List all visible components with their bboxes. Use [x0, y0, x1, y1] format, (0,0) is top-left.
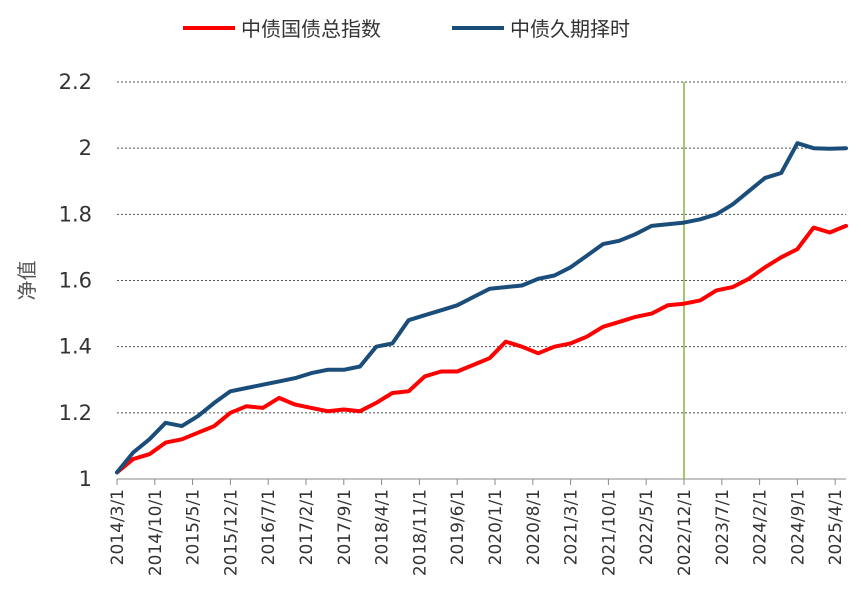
y-tick-label: 2	[79, 136, 92, 160]
y-tick-label: 2.2	[59, 70, 92, 94]
x-tick-label: 2015/5/1	[184, 489, 204, 565]
x-tick-label: 2022/12/1	[675, 489, 695, 576]
x-tick-label: 2024/9/1	[788, 489, 808, 565]
series-line-1	[115, 223, 848, 475]
y-tick-label: 1.6	[59, 269, 92, 293]
y-axis-label: 净值	[15, 261, 39, 301]
series-line-2	[115, 141, 848, 475]
x-tick-label: 2015/12/1	[221, 489, 241, 576]
x-tick-label: 2022/5/1	[637, 489, 657, 565]
x-tick-label: 2014/10/1	[146, 489, 166, 576]
x-tick-label: 2025/4/1	[826, 489, 846, 565]
x-tick-label: 2017/9/1	[335, 489, 355, 565]
x-tick-label: 2016/7/1	[259, 489, 279, 565]
x-tick-label: 2020/8/1	[524, 489, 544, 565]
y-tick-label: 1	[79, 467, 92, 491]
x-tick-label: 2020/1/1	[486, 489, 506, 565]
x-tick-label: 2018/11/1	[410, 489, 430, 576]
x-tick-label: 2024/2/1	[751, 489, 771, 565]
legend-label-2: 中债久期择时	[510, 17, 630, 41]
x-tick-label: 2023/7/1	[713, 489, 733, 565]
x-tick-label: 2019/6/1	[448, 489, 468, 565]
x-tick-label: 2017/2/1	[297, 489, 317, 565]
y-tick-label: 1.4	[59, 335, 92, 359]
x-tick-label: 2014/3/1	[108, 489, 128, 565]
x-tick-label: 2018/4/1	[373, 489, 393, 565]
x-tick-label: 2021/10/1	[599, 489, 619, 576]
y-tick-label: 1.8	[59, 202, 92, 226]
x-tick-label: 2021/3/1	[562, 489, 582, 565]
legend-label-1: 中债国债总指数	[241, 17, 381, 41]
y-tick-label: 1.2	[59, 401, 92, 425]
